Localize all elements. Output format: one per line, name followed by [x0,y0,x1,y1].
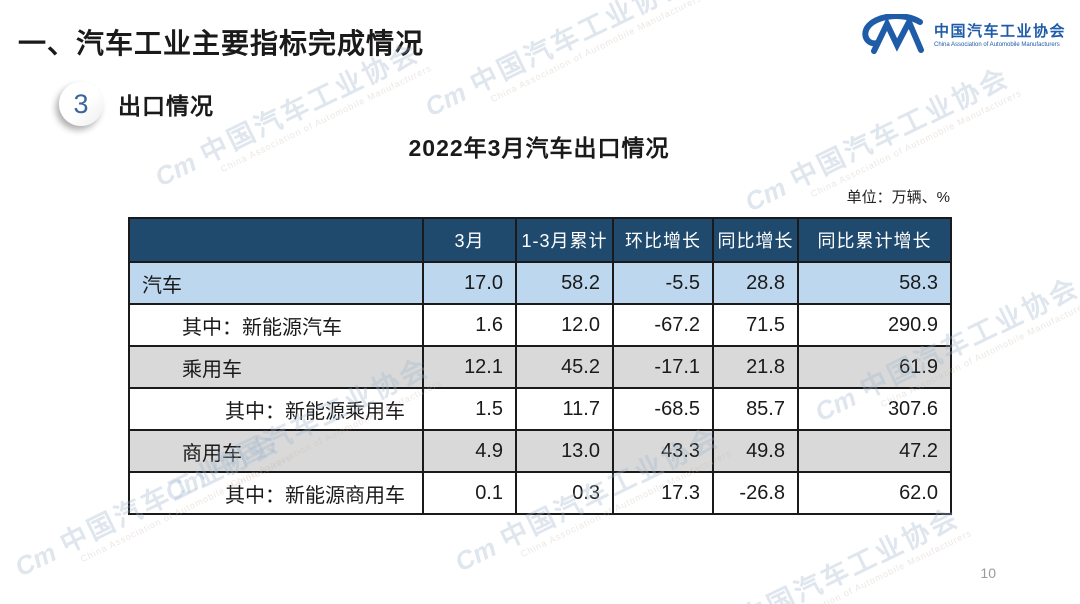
logo-text: 中国汽车工业协会 China Association of Automobile… [934,20,1066,48]
table-row: 其中：新能源乘用车 1.5 11.7 -68.5 85.7 307.6 [128,387,952,431]
page-title: 一、汽车工业主要指标完成情况 [18,28,425,59]
row-label-cell: 其中：新能源乘用车 [128,387,424,431]
caam-logo: 中国汽车工业协会 China Association of Automobile… [860,14,1066,54]
value-cell: 71.5 [712,303,799,347]
row-label-cell: 商用车 [128,429,424,473]
value-cell: 1.5 [422,387,517,431]
value-cell: 58.2 [515,261,614,305]
row-label-cell: 乘用车 [128,345,424,389]
value-cell: 12.1 [422,345,517,389]
value-cell: 13.0 [515,429,614,473]
header-cell: 同比累计增长 [797,217,952,263]
table-row: 其中：新能源商用车 0.1 0.3 17.3 -26.8 62.0 [128,471,952,515]
value-cell: 21.8 [712,345,799,389]
value-cell: -5.5 [612,261,714,305]
value-cell: 17.3 [612,471,714,515]
page-number: 10 [980,565,996,581]
value-cell: 45.2 [515,345,614,389]
value-cell: -17.1 [612,345,714,389]
table-title: 2022年3月汽车出口情况 [408,135,670,161]
watermark-text-cn: 中国汽车工业协会 [465,0,695,100]
value-cell: 58.3 [797,261,952,305]
row-label-cell: 其中：新能源汽车 [128,303,424,347]
watermark-cm-icon: Cm [420,77,471,123]
header-cell: 1-3月累计 [515,217,614,263]
cm-logo-icon [862,14,924,54]
header-cell: 3月 [422,217,517,263]
value-cell: 1.6 [422,303,517,347]
row-label-cell: 汽车 [128,261,424,305]
value-cell: 61.9 [797,345,952,389]
section-header: 3 出口情况 [59,82,214,126]
header-cell: 同比增长 [712,217,799,263]
value-cell: 28.8 [712,261,799,305]
value-cell: -26.8 [712,471,799,515]
value-cell: 43.3 [612,429,714,473]
value-cell: 0.3 [515,471,614,515]
logo-name-en: China Association of Automobile Manufact… [933,42,1060,48]
export-data-table: 3月 1-3月累计 环比增长 同比增长 同比累计增长 汽车 17.0 58.2 -5.5 28.… [128,217,952,515]
table-row: 乘用车 12.1 45.2 -17.1 21.8 61.9 [128,345,952,389]
table-header: 3月 1-3月累计 环比增长 同比增长 同比累计增长 [128,217,952,263]
value-cell: 4.9 [422,429,517,473]
watermark-cm-icon: Cm [10,537,61,583]
table-row: 其中：新能源汽车 1.6 12.0 -67.2 71.5 290.9 [128,303,952,347]
watermark-text-en: China Association of Automobile Manufact… [759,527,974,604]
value-cell: 12.0 [515,303,614,347]
value-cell: -67.2 [612,303,714,347]
value-cell: 11.7 [515,387,614,431]
header-cell-empty [128,217,424,263]
value-cell: 0.1 [422,471,517,515]
table-row: 汽车 17.0 58.2 -5.5 28.8 58.3 [128,261,952,305]
table-row: 商用车 4.9 13.0 43.3 49.8 47.2 [128,429,952,473]
value-cell: 47.2 [797,429,952,473]
watermark-cm-icon: Cm [450,532,501,578]
row-label-cell: 其中：新能源商用车 [128,471,424,515]
value-cell: 62.0 [797,471,952,515]
value-cell: 17.0 [422,261,517,305]
unit-label: 单位：万辆、% [846,189,950,206]
section-number-badge: 3 [59,82,103,126]
watermark-text-en: China Association of Automobile Manufact… [489,0,704,105]
logo-name-cn: 中国汽车工业协会 [933,23,1066,40]
section-label: 出口情况 [118,93,214,119]
value-cell: 307.6 [797,387,952,431]
value-cell: 290.9 [797,303,952,347]
watermark-text-cn: 中国汽车工业协会 [785,61,1015,195]
value-cell: 49.8 [712,429,799,473]
value-cell: 85.7 [712,387,799,431]
table-body: 汽车 17.0 58.2 -5.5 28.8 58.3 其中：新能源汽车 1.6 12.0 -67… [128,261,952,515]
value-cell: -68.5 [612,387,714,431]
header-cell: 环比增长 [612,217,714,263]
